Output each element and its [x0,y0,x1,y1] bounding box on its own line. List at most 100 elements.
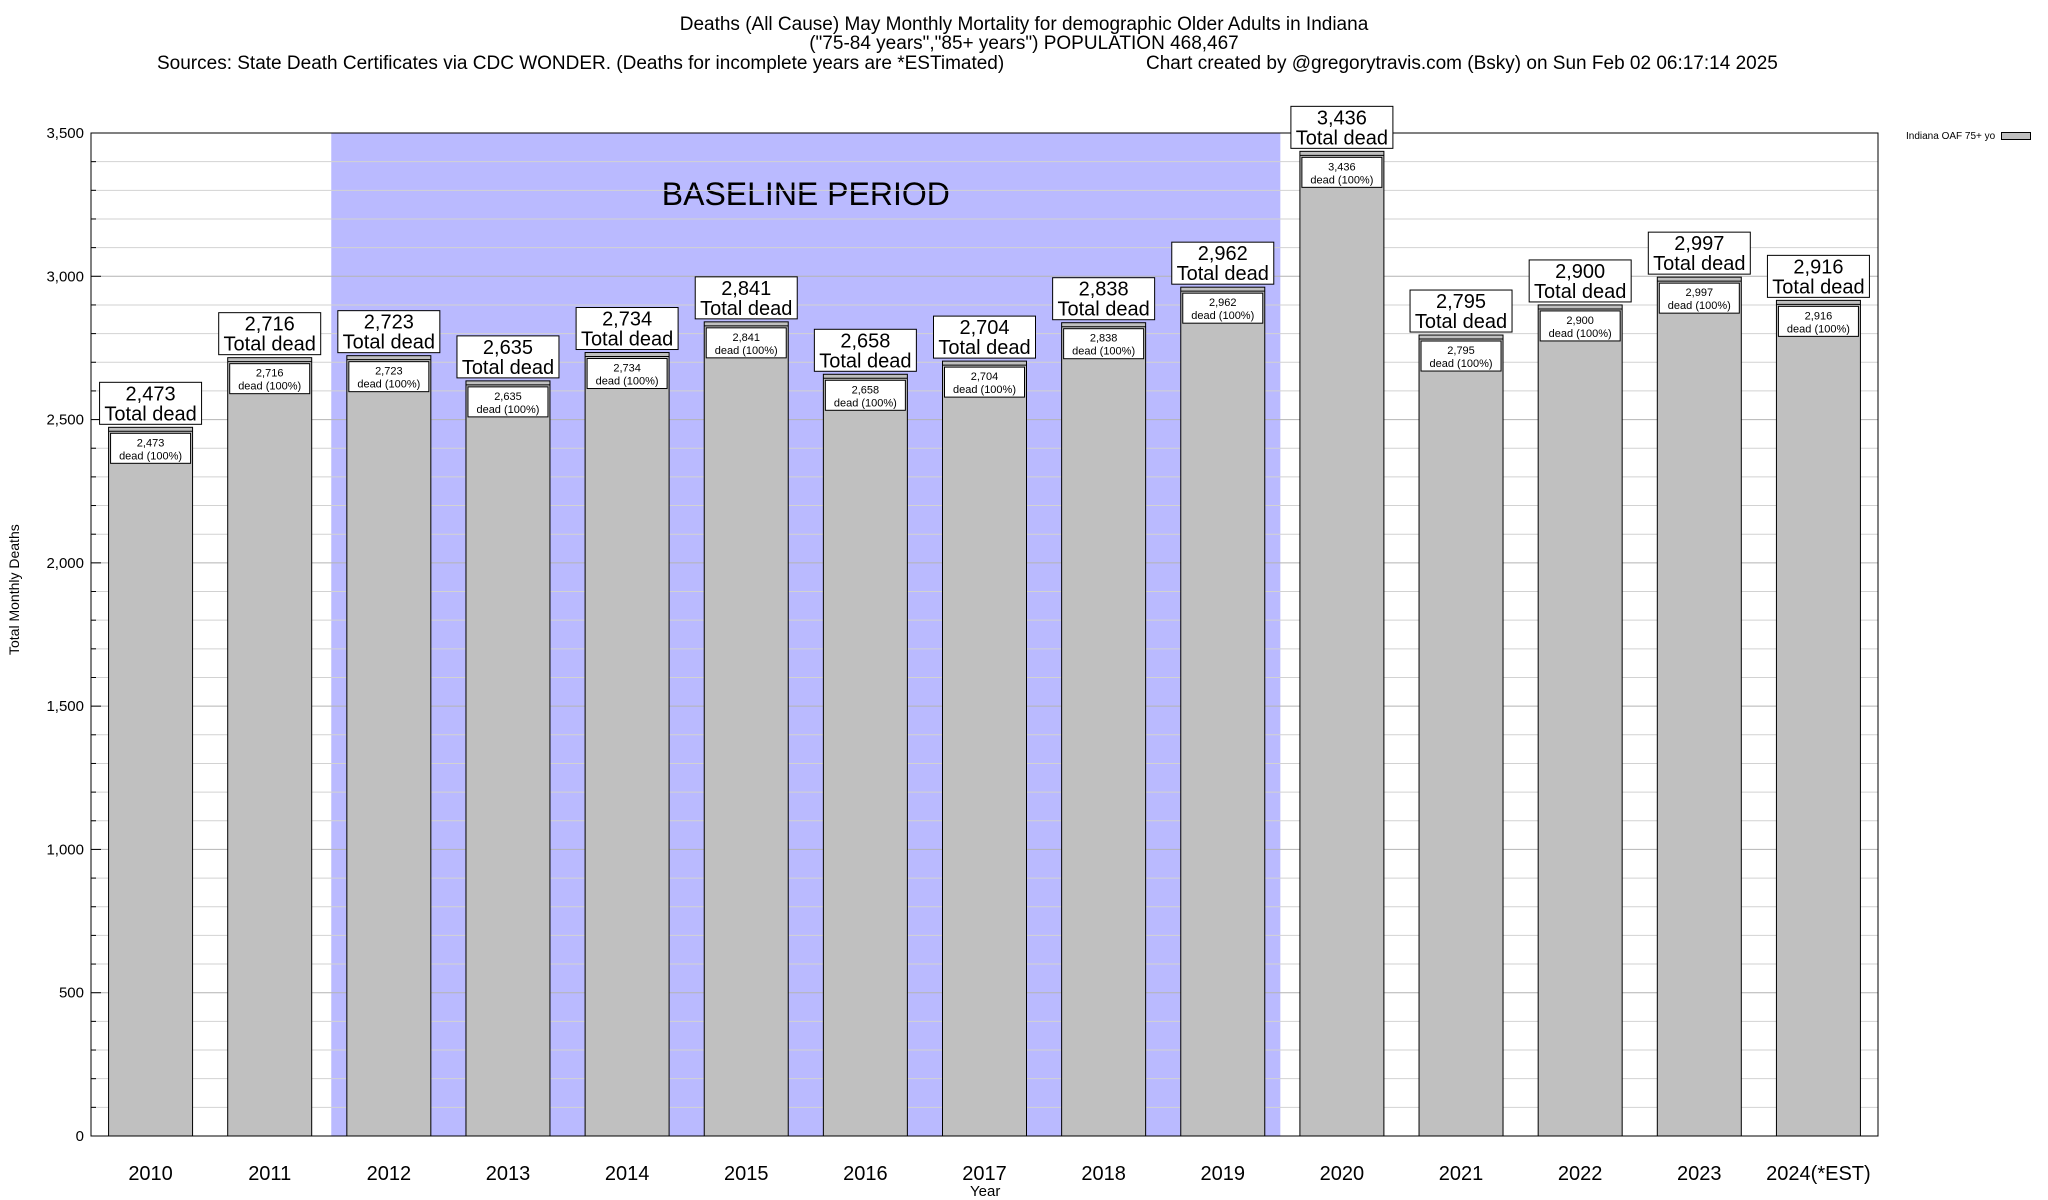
inner-label-box [1063,328,1145,360]
top-total-dead-label: Total dead [819,350,911,372]
top-total-dead-label: Total dead [1534,281,1626,303]
top-label-box [1290,105,1394,149]
legend: Indiana OAF 75+ yo [1906,131,2032,142]
inner-value-label: 2,997 [1686,287,1714,299]
x-tick-label: 2017 [962,1163,1007,1185]
inner-label-box [467,386,549,418]
top-value-label: 2,962 [1198,243,1248,265]
top-total-dead-label: Total dead [1296,127,1388,149]
bar [584,352,670,1137]
y-tick-label: 3,000 [46,268,84,285]
inner-value-label: 2,841 [732,332,760,344]
inner-label-box [1777,305,1859,337]
inner-dead-label: dead (100%) [715,345,778,357]
inner-label-box [348,361,430,393]
legend-label: Indiana OAF 75+ yo [1906,131,1996,142]
inner-value-label: 2,916 [1805,310,1833,322]
inner-value-label: 3,436 [1328,161,1356,173]
top-label-box [1052,277,1156,321]
y-axis-label: Total Monthly Deaths [6,524,22,655]
x-tick-label: 2022 [1558,1163,1603,1185]
top-total-dead-label: Total dead [1057,299,1149,321]
top-value-label: 2,900 [1555,261,1605,283]
inner-dead-label: dead (100%) [119,450,182,462]
x-tick-label: 2016 [843,1163,888,1185]
top-value-label: 2,723 [364,312,414,334]
top-label-box [337,310,441,354]
inner-dead-label: dead (100%) [834,397,897,409]
inner-label-box [1658,282,1740,314]
top-label-box [933,315,1036,359]
inner-dead-label: dead (100%) [1310,174,1373,186]
x-tick-label: 2021 [1439,1163,1484,1185]
chart-credit: Chart created by @gregorytravis.com (Bsk… [1146,53,1778,74]
inner-dead-label: dead (100%) [1668,300,1731,312]
inner-dead-label: dead (100%) [476,404,539,416]
top-total-dead-label: Total dead [462,357,554,379]
top-label-box [218,312,322,356]
bar [1775,299,1861,1137]
bar [1299,150,1385,1137]
y-tick-label: 2,500 [46,412,84,429]
chart-subtitle: ("75-84 years","85+ years") POPULATION 4… [809,33,1239,54]
bar [108,426,194,1137]
inner-label-box [824,379,906,411]
top-value-label: 2,734 [602,309,652,331]
inner-label-box [110,432,192,464]
bar [822,373,908,1137]
inner-label-box [586,358,668,390]
top-label-box [1647,231,1751,275]
bar [703,321,789,1137]
inner-dead-label: dead (100%) [1191,310,1254,322]
inner-dead-label: dead (100%) [1787,323,1850,335]
x-tick-label: 2024(*EST) [1766,1163,1871,1185]
top-total-dead-label: Total dead [1653,253,1745,275]
top-label-box [813,328,917,372]
top-label-box [1409,289,1513,333]
inner-dead-label: dead (100%) [1430,358,1493,370]
inner-dead-label: dead (100%) [238,381,301,393]
top-total-dead-label: Total dead [700,298,792,320]
top-label-box [99,381,203,425]
top-label-box [694,276,798,320]
inner-value-label: 2,716 [256,368,284,380]
x-tick-label: 2012 [367,1163,412,1185]
top-value-label: 2,716 [245,314,295,336]
top-total-dead-label: Total dead [1772,276,1864,298]
top-value-label: 2,838 [1079,279,1129,301]
bar [227,357,313,1137]
bar [1537,304,1623,1137]
inner-value-label: 2,962 [1209,297,1237,309]
inner-value-label: 2,635 [494,391,522,403]
bar [1061,322,1147,1137]
bar [1180,286,1266,1137]
top-value-label: 3,436 [1317,107,1367,129]
chart-title: Deaths (All Cause) May Monthly Mortality… [679,14,1369,35]
top-total-dead-label: Total dead [343,332,435,354]
chart-sources: Sources: State Death Certificates via CD… [157,53,1005,74]
top-total-dead-label: Total dead [1177,263,1269,285]
top-value-label: 2,795 [1436,291,1486,313]
bar [465,380,551,1137]
inner-dead-label: dead (100%) [1549,328,1612,340]
top-value-label: 2,635 [483,337,533,359]
x-tick-label: 2023 [1677,1163,1722,1185]
inner-value-label: 2,795 [1447,345,1475,357]
bar [346,355,432,1137]
x-tick-label: 2014 [605,1163,650,1185]
bar [1656,276,1742,1137]
inner-label-box [1420,340,1502,372]
top-label-box [456,335,560,379]
bar [1418,334,1504,1137]
inner-dead-label: dead (100%) [1072,346,1135,358]
top-total-dead-label: Total dead [938,337,1030,359]
inner-label-box [705,327,787,359]
top-value-label: 2,473 [126,383,176,405]
x-tick-label: 2018 [1081,1163,1126,1185]
x-tick-label: 2015 [724,1163,769,1185]
inner-value-label: 2,658 [852,384,880,396]
baseline-period-label: BASELINE PERIOD [662,176,950,212]
legend-swatch [2001,132,2032,141]
top-value-label: 2,704 [959,317,1009,339]
x-tick-label: 2010 [128,1163,173,1185]
